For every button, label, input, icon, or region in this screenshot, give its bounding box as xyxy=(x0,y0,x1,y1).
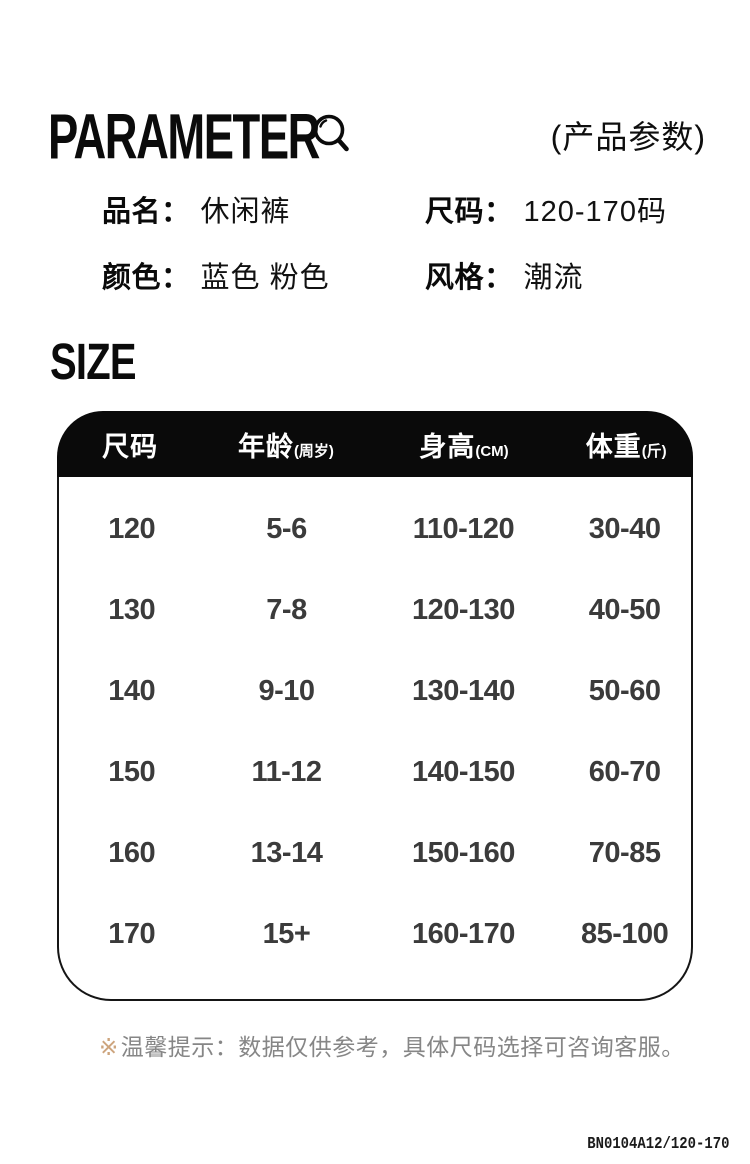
table-cell: 120-130 xyxy=(412,594,515,626)
table-cell: 5-6 xyxy=(266,513,307,545)
table-cell: 13-14 xyxy=(250,837,323,869)
table-row: 170 15+ 160-170 85-100 xyxy=(59,894,691,975)
table-cell: 140-150 xyxy=(412,756,515,788)
page-title: PARAMETER xyxy=(48,101,320,173)
header-cell-size: 尺码 xyxy=(102,431,159,462)
table-cell: 11-12 xyxy=(251,756,322,788)
parameter-list: 品名： 休闲裤 尺码： 120-170码 颜色： 蓝色 粉色 风格： 潮流 xyxy=(102,194,704,296)
table-row: 150 11-12 140-150 60-70 xyxy=(59,732,691,813)
table-cell: 120 xyxy=(108,513,156,545)
note-marker: ※ xyxy=(99,1034,119,1060)
table-cell: 130 xyxy=(108,594,156,626)
page-subtitle: (产品参数) xyxy=(550,119,706,155)
param-item-style: 风格： 潮流 xyxy=(425,260,704,296)
param-item-name: 品名： 休闲裤 xyxy=(102,194,425,230)
table-cell: 40-50 xyxy=(588,594,661,626)
table-cell: 70-85 xyxy=(588,837,661,869)
table-row: 120 5-6 110-120 30-40 xyxy=(59,489,691,570)
header-cell-age: 年龄(周岁) xyxy=(237,431,334,462)
table-cell: 160 xyxy=(108,837,156,869)
param-value: 120-170码 xyxy=(523,196,667,228)
size-heading: SIZE xyxy=(50,333,137,391)
table-cell: 85-100 xyxy=(580,918,669,950)
table-cell: 60-70 xyxy=(588,756,661,788)
table-cell: 160-170 xyxy=(412,918,515,950)
product-code: BN0104A12/120-170 xyxy=(586,1135,729,1154)
table-cell: 130-140 xyxy=(412,675,515,707)
table-cell: 170 xyxy=(108,918,156,950)
param-label: 颜色： xyxy=(102,262,191,294)
parameter-header: PARAMETER (产品参数) xyxy=(48,101,706,173)
table-header-row: 尺码 年龄(周岁) 身高(CM) 体重(斤) xyxy=(57,411,693,477)
param-item-color: 颜色： 蓝色 粉色 xyxy=(102,260,425,296)
table-cell: 30-40 xyxy=(588,513,661,545)
table-cell: 140 xyxy=(108,675,156,707)
param-label: 尺码： xyxy=(425,196,514,228)
table-row: 140 9-10 130-140 50-60 xyxy=(59,651,691,732)
header-cell-height: 身高(CM) xyxy=(419,431,509,462)
param-value: 蓝色 粉色 xyxy=(200,262,330,294)
size-table: 尺码 年龄(周岁) 身高(CM) 体重(斤) 120 5-6 110-120 3… xyxy=(57,411,693,1001)
table-cell: 15+ xyxy=(262,918,311,950)
note-text: 温馨提示：数据仅供参考，具体尺码选择可咨询客服。 xyxy=(120,1034,685,1060)
table-cell: 9-10 xyxy=(258,675,315,707)
table-body: 120 5-6 110-120 30-40 130 7-8 120-130 40… xyxy=(57,477,693,1001)
table-cell: 7-8 xyxy=(266,594,307,626)
param-value: 潮流 xyxy=(523,262,584,294)
table-cell: 150-160 xyxy=(412,837,515,869)
param-label: 品名： xyxy=(102,196,191,228)
param-label: 风格： xyxy=(425,262,514,294)
table-row: 130 7-8 120-130 40-50 xyxy=(59,570,691,651)
table-cell: 110-120 xyxy=(412,513,515,545)
param-item-size: 尺码： 120-170码 xyxy=(425,194,704,230)
table-cell: 150 xyxy=(108,756,156,788)
table-cell: 50-60 xyxy=(588,675,661,707)
friendly-reminder-note: ※温馨提示：数据仅供参考，具体尺码选择可咨询客服。 xyxy=(99,1032,685,1062)
magnifier-icon xyxy=(310,112,352,165)
param-value: 休闲裤 xyxy=(200,196,291,228)
table-row: 160 13-14 150-160 70-85 xyxy=(59,813,691,894)
header-cell-weight: 体重(斤) xyxy=(585,431,667,462)
